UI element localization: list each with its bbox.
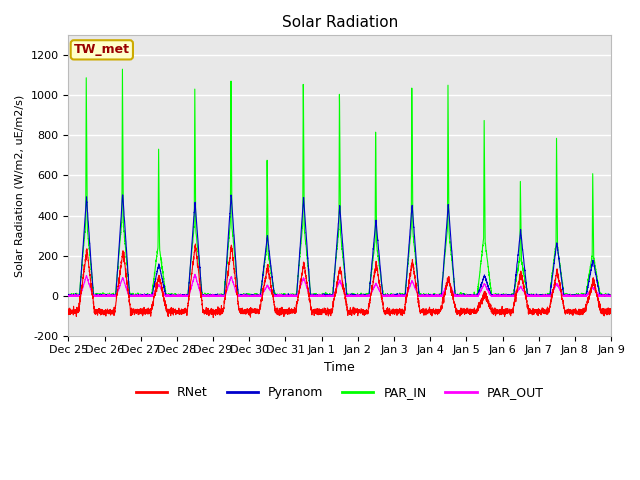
PAR_IN bbox=[162, 291, 170, 297]
RNet bbox=[320, 308, 328, 314]
RNet bbox=[162, 302, 170, 308]
PAR_OUT bbox=[191, 271, 199, 277]
PAR_OUT bbox=[431, 293, 439, 299]
PAR_IN bbox=[607, 292, 615, 298]
Title: Solar Radiation: Solar Radiation bbox=[282, 15, 398, 30]
Line: RNet: RNet bbox=[68, 244, 611, 318]
PAR_IN bbox=[607, 293, 614, 299]
PAR_OUT bbox=[65, 293, 72, 299]
RNet bbox=[209, 315, 217, 321]
Pyranom bbox=[118, 192, 126, 198]
PAR_OUT bbox=[492, 292, 500, 298]
PAR_OUT bbox=[607, 293, 614, 299]
Pyranom bbox=[607, 292, 615, 298]
RNet bbox=[191, 241, 199, 247]
Legend: RNet, Pyranom, PAR_IN, PAR_OUT: RNet, Pyranom, PAR_IN, PAR_OUT bbox=[131, 382, 548, 405]
RNet bbox=[65, 308, 72, 314]
RNet bbox=[607, 310, 615, 316]
Pyranom bbox=[492, 293, 500, 299]
PAR_OUT bbox=[163, 294, 170, 300]
PAR_OUT bbox=[607, 293, 615, 299]
PAR_OUT bbox=[461, 293, 469, 299]
Text: TW_met: TW_met bbox=[74, 43, 130, 56]
RNet bbox=[492, 311, 500, 317]
Pyranom bbox=[461, 293, 469, 299]
Pyranom bbox=[65, 293, 72, 299]
Pyranom bbox=[162, 293, 170, 299]
Pyranom bbox=[607, 293, 614, 299]
PAR_IN bbox=[65, 293, 72, 299]
RNet bbox=[461, 309, 469, 315]
Y-axis label: Solar Radiation (W/m2, uE/m2/s): Solar Radiation (W/m2, uE/m2/s) bbox=[15, 95, 25, 276]
PAR_IN bbox=[319, 292, 327, 298]
PAR_IN bbox=[461, 292, 469, 298]
PAR_IN bbox=[118, 66, 126, 72]
PAR_OUT bbox=[320, 293, 328, 299]
RNet bbox=[607, 311, 614, 317]
PAR_IN bbox=[431, 293, 439, 299]
PAR_IN bbox=[492, 292, 500, 298]
Pyranom bbox=[319, 293, 327, 299]
Line: Pyranom: Pyranom bbox=[68, 195, 611, 296]
Line: PAR_OUT: PAR_OUT bbox=[68, 274, 611, 297]
Line: PAR_IN: PAR_IN bbox=[68, 69, 611, 296]
PAR_OUT bbox=[162, 293, 170, 299]
X-axis label: Time: Time bbox=[324, 361, 355, 374]
Pyranom bbox=[431, 293, 439, 299]
RNet bbox=[431, 311, 439, 317]
